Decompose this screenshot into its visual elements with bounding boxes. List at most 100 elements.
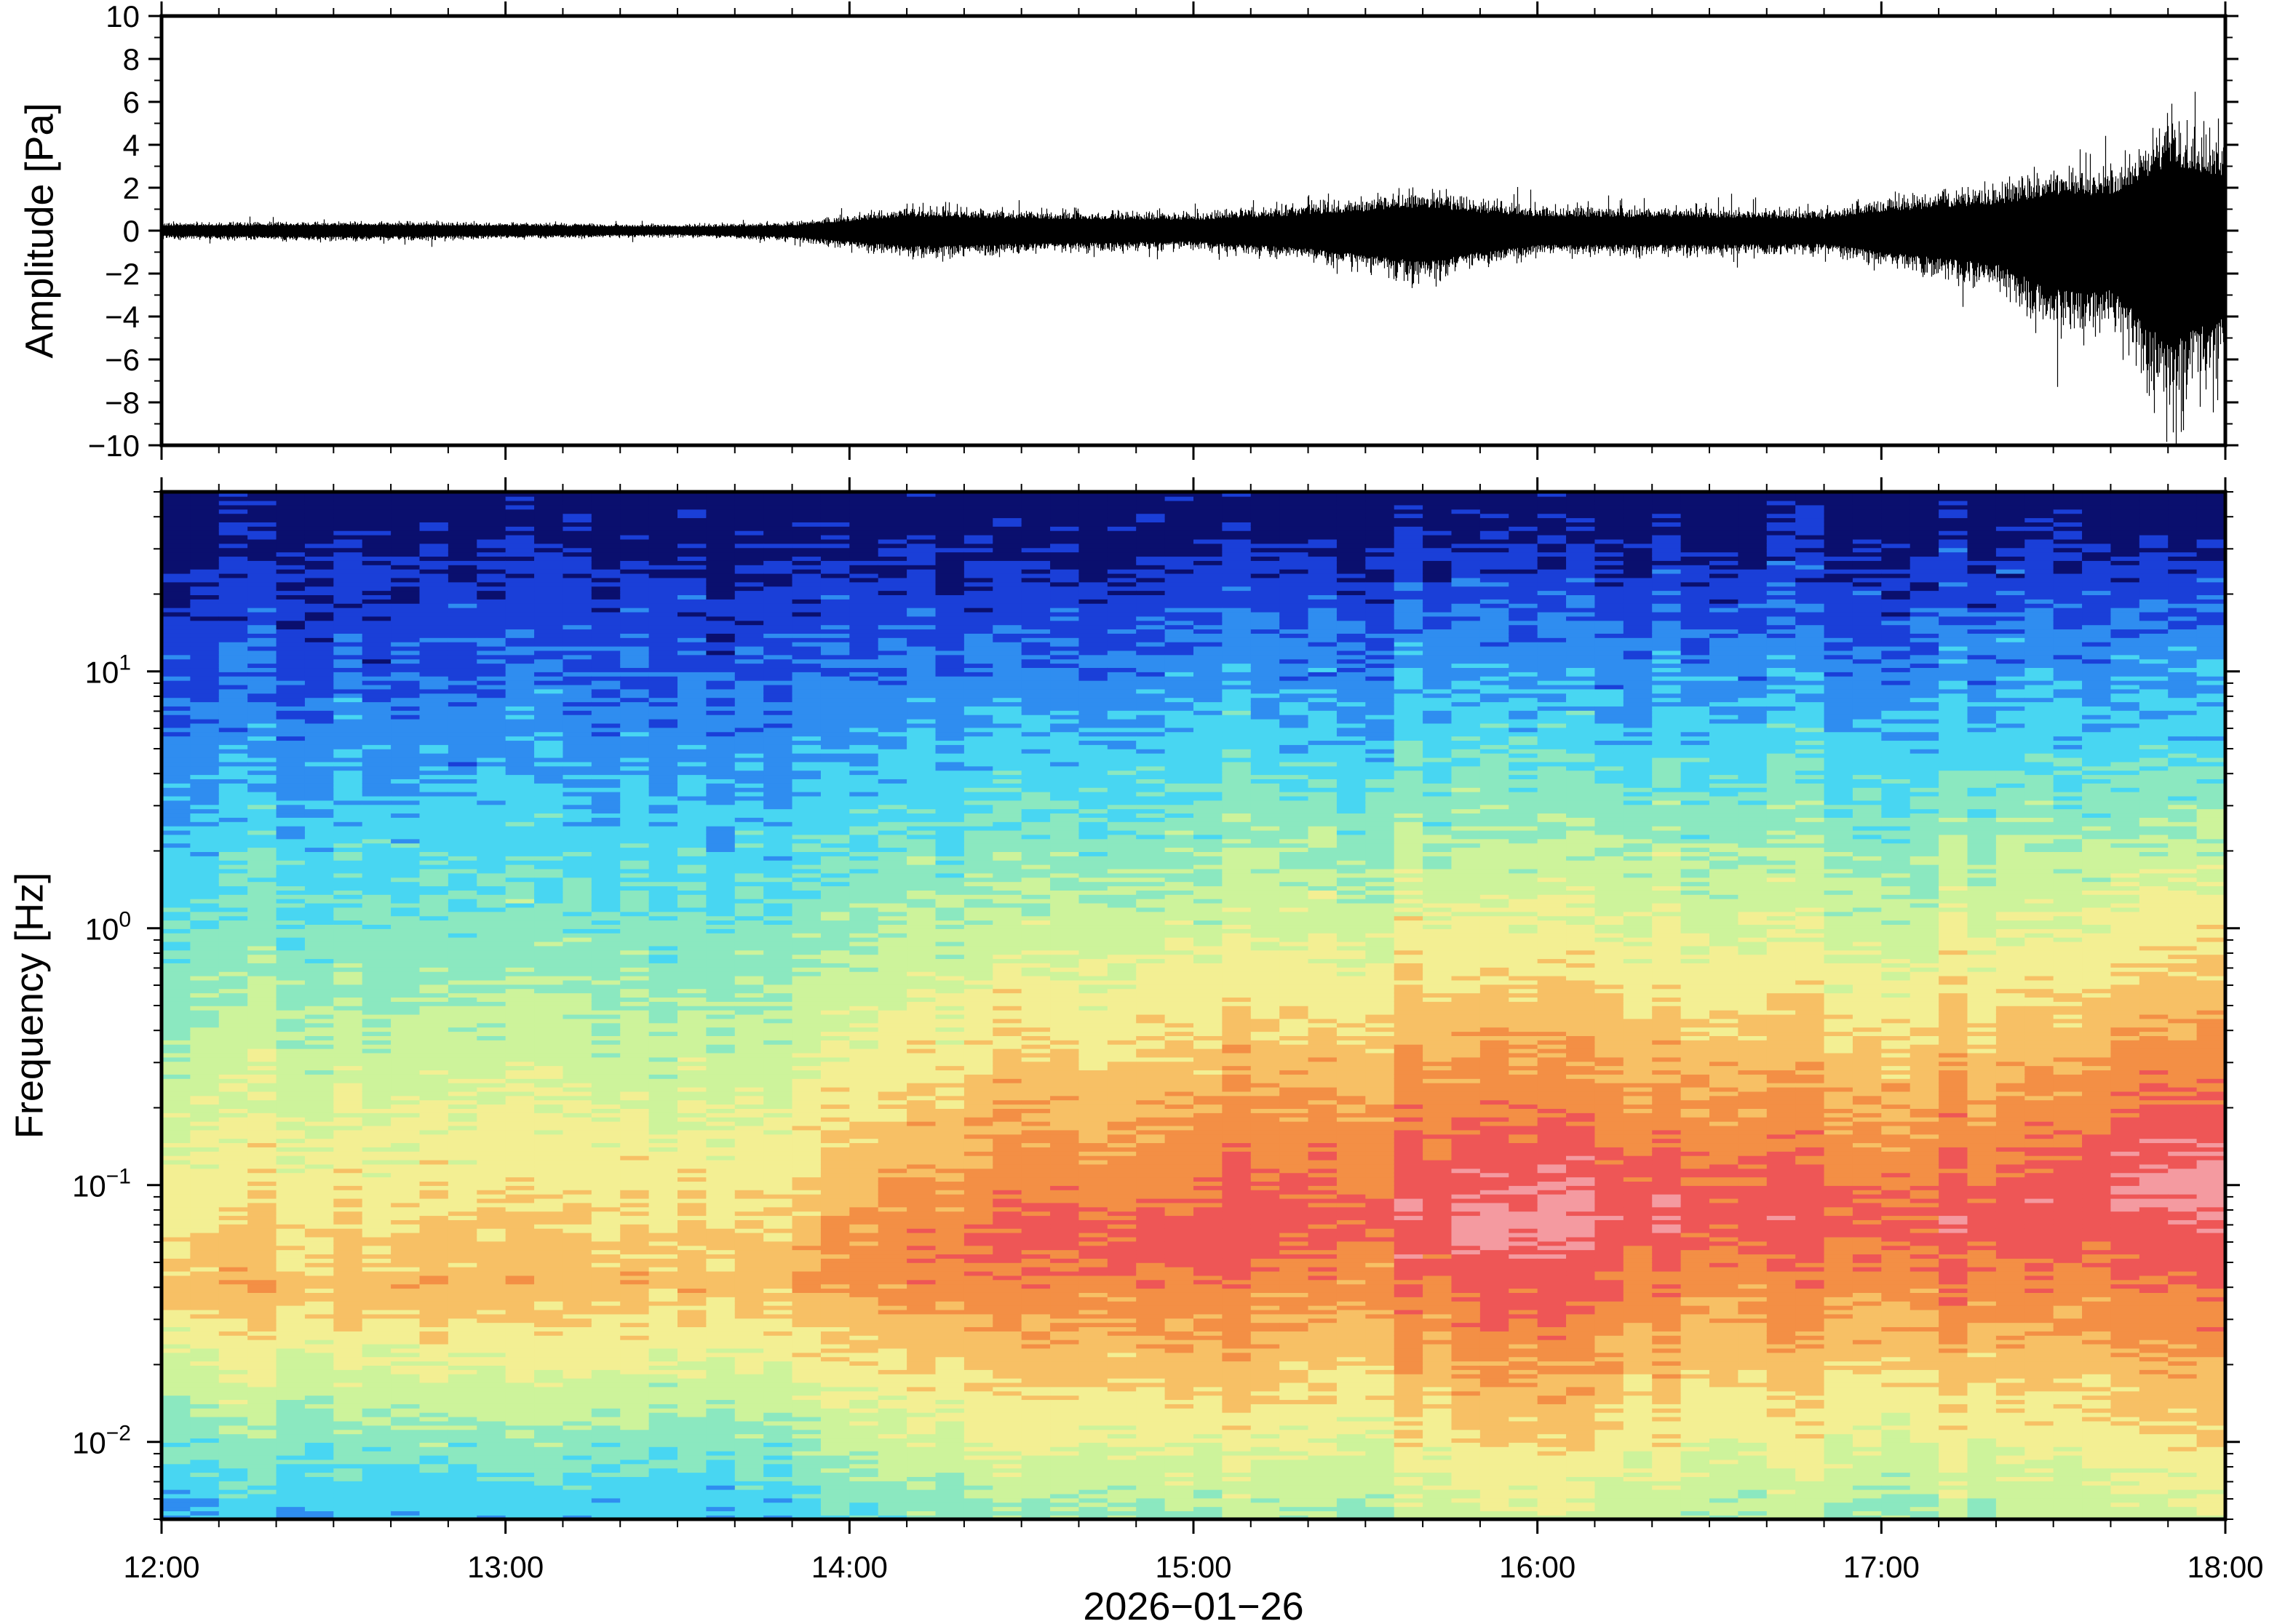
- spectrogram-cell: [420, 736, 449, 741]
- spectrogram-cell: [362, 1070, 392, 1075]
- spectrogram-cell: [677, 1164, 707, 1169]
- spectrogram-cell: [362, 1506, 392, 1511]
- spectrogram-cell: [247, 1155, 277, 1161]
- spectrogram-cell: [305, 565, 334, 570]
- spectrogram-cell: [649, 1010, 678, 1015]
- spectrogram-cell: [592, 565, 621, 570]
- spectrogram-cell: [305, 1425, 334, 1430]
- spectrogram-cell: [534, 753, 563, 758]
- spectrogram-cell: [362, 1485, 392, 1490]
- spectrogram-cell: [391, 877, 420, 883]
- spectrogram-cell: [362, 1267, 392, 1272]
- spectrogram-cell: [219, 976, 248, 981]
- spectrogram-cell: [592, 907, 621, 912]
- spectrogram-cell: [735, 1353, 764, 1358]
- spectrogram-cell: [362, 1138, 392, 1143]
- spectrogram-cell: [592, 839, 621, 844]
- spectrogram-cell: [706, 1421, 735, 1426]
- spectrogram-cell: [448, 864, 477, 869]
- spectrogram-cell: [362, 637, 392, 642]
- spectrogram-cell: [190, 594, 219, 600]
- spectrogram-cell: [620, 1001, 649, 1006]
- spectrogram-cell: [391, 1476, 420, 1481]
- spectrogram-cell: [162, 616, 191, 621]
- spectrogram-cell: [677, 505, 707, 510]
- spectrogram-cell: [219, 946, 248, 951]
- spectrogram-cell: [477, 1126, 506, 1131]
- spectrogram-cell: [620, 612, 649, 617]
- spectrogram-cell: [247, 676, 277, 681]
- spectrogram-cell: [219, 701, 248, 706]
- spectrogram-cell: [391, 1194, 420, 1199]
- spectrogram-cell: [219, 1262, 248, 1267]
- spectrogram-cell: [477, 1121, 506, 1126]
- spectrogram-cell: [534, 915, 563, 920]
- spectrogram-cell: [219, 757, 248, 763]
- spectrogram-cell: [362, 1288, 392, 1293]
- spectrogram-cell: [190, 762, 219, 767]
- spectrogram-cell: [448, 1181, 477, 1186]
- spectrogram-cell: [420, 1468, 449, 1473]
- spectrogram-cell: [620, 1408, 649, 1413]
- spectrogram-cell: [477, 992, 506, 998]
- spectrogram-cell: [448, 1108, 477, 1113]
- spectrogram-cell: [677, 655, 707, 660]
- spectrogram-cell: [190, 599, 219, 604]
- spectrogram-cell: [190, 1207, 219, 1212]
- spectrogram-cell: [506, 885, 535, 891]
- spectrogram-cell: [162, 1006, 191, 1011]
- spectrogram-cell: [706, 1048, 735, 1054]
- spectrogram-cell: [592, 1215, 621, 1220]
- spectrogram-cell: [247, 1391, 277, 1396]
- spectrogram-cell: [219, 1164, 248, 1169]
- spectrogram-cell: [420, 616, 449, 621]
- spectrogram-cell: [649, 672, 678, 677]
- spectrogram-cell: [305, 1485, 334, 1490]
- spectrogram-cell: [219, 569, 248, 574]
- spectrogram-cell: [247, 1258, 277, 1263]
- waveform-trace: [162, 92, 2225, 445]
- spectrogram-cell: [247, 1506, 277, 1511]
- spectrogram-cell: [333, 650, 362, 656]
- spectrogram-cell: [277, 988, 306, 993]
- spectrogram-cell: [706, 1065, 735, 1070]
- spectrogram-cell: [706, 1207, 735, 1212]
- spectrogram-cell: [448, 1326, 477, 1332]
- spectrogram-cell: [247, 766, 277, 771]
- spectrogram-cell: [448, 924, 477, 929]
- spectrogram-cell: [277, 1083, 306, 1088]
- spectrogram-cell: [362, 1275, 392, 1281]
- spectrogram-cell: [735, 1322, 764, 1327]
- spectrogram-cell: [477, 1374, 506, 1379]
- spectrogram-cell: [534, 749, 563, 754]
- spectrogram-cell: [506, 1288, 535, 1293]
- spectrogram-cell: [506, 1356, 535, 1361]
- spectrogram-cell: [534, 942, 563, 947]
- spectrogram-cell: [162, 877, 191, 883]
- spectrogram-cell: [706, 1249, 735, 1254]
- spectrogram-cell: [620, 1027, 649, 1032]
- spectrogram-cell: [649, 1121, 678, 1126]
- spectrogram-cell: [333, 509, 362, 514]
- spectrogram-cell: [477, 719, 506, 724]
- spectrogram-cell: [362, 603, 392, 608]
- spectrogram-cell: [620, 1010, 649, 1015]
- spectrogram-cell: [305, 658, 334, 664]
- spectrogram-cell: [247, 1078, 277, 1083]
- spectrogram-cell: [563, 924, 592, 929]
- spectrogram-cell: [190, 1262, 219, 1267]
- spectrogram-cell: [305, 1099, 334, 1104]
- spectrogram-cell: [620, 1322, 649, 1327]
- spectrogram-cell: [219, 710, 248, 715]
- spectrogram-cell: [391, 924, 420, 929]
- spectrogram-cell: [735, 1468, 764, 1473]
- spectrogram-cell: [162, 1472, 191, 1477]
- spectrogram-cell: [362, 1211, 392, 1216]
- spectrogram-cell: [677, 770, 707, 775]
- spectrogram-cell: [649, 1378, 678, 1383]
- spectrogram-cell: [277, 1318, 306, 1323]
- spectrogram-cell: [620, 856, 649, 861]
- spectrogram-cell: [247, 1228, 277, 1233]
- spectrogram-cell: [592, 1451, 621, 1456]
- spectrogram-cell: [534, 1091, 563, 1096]
